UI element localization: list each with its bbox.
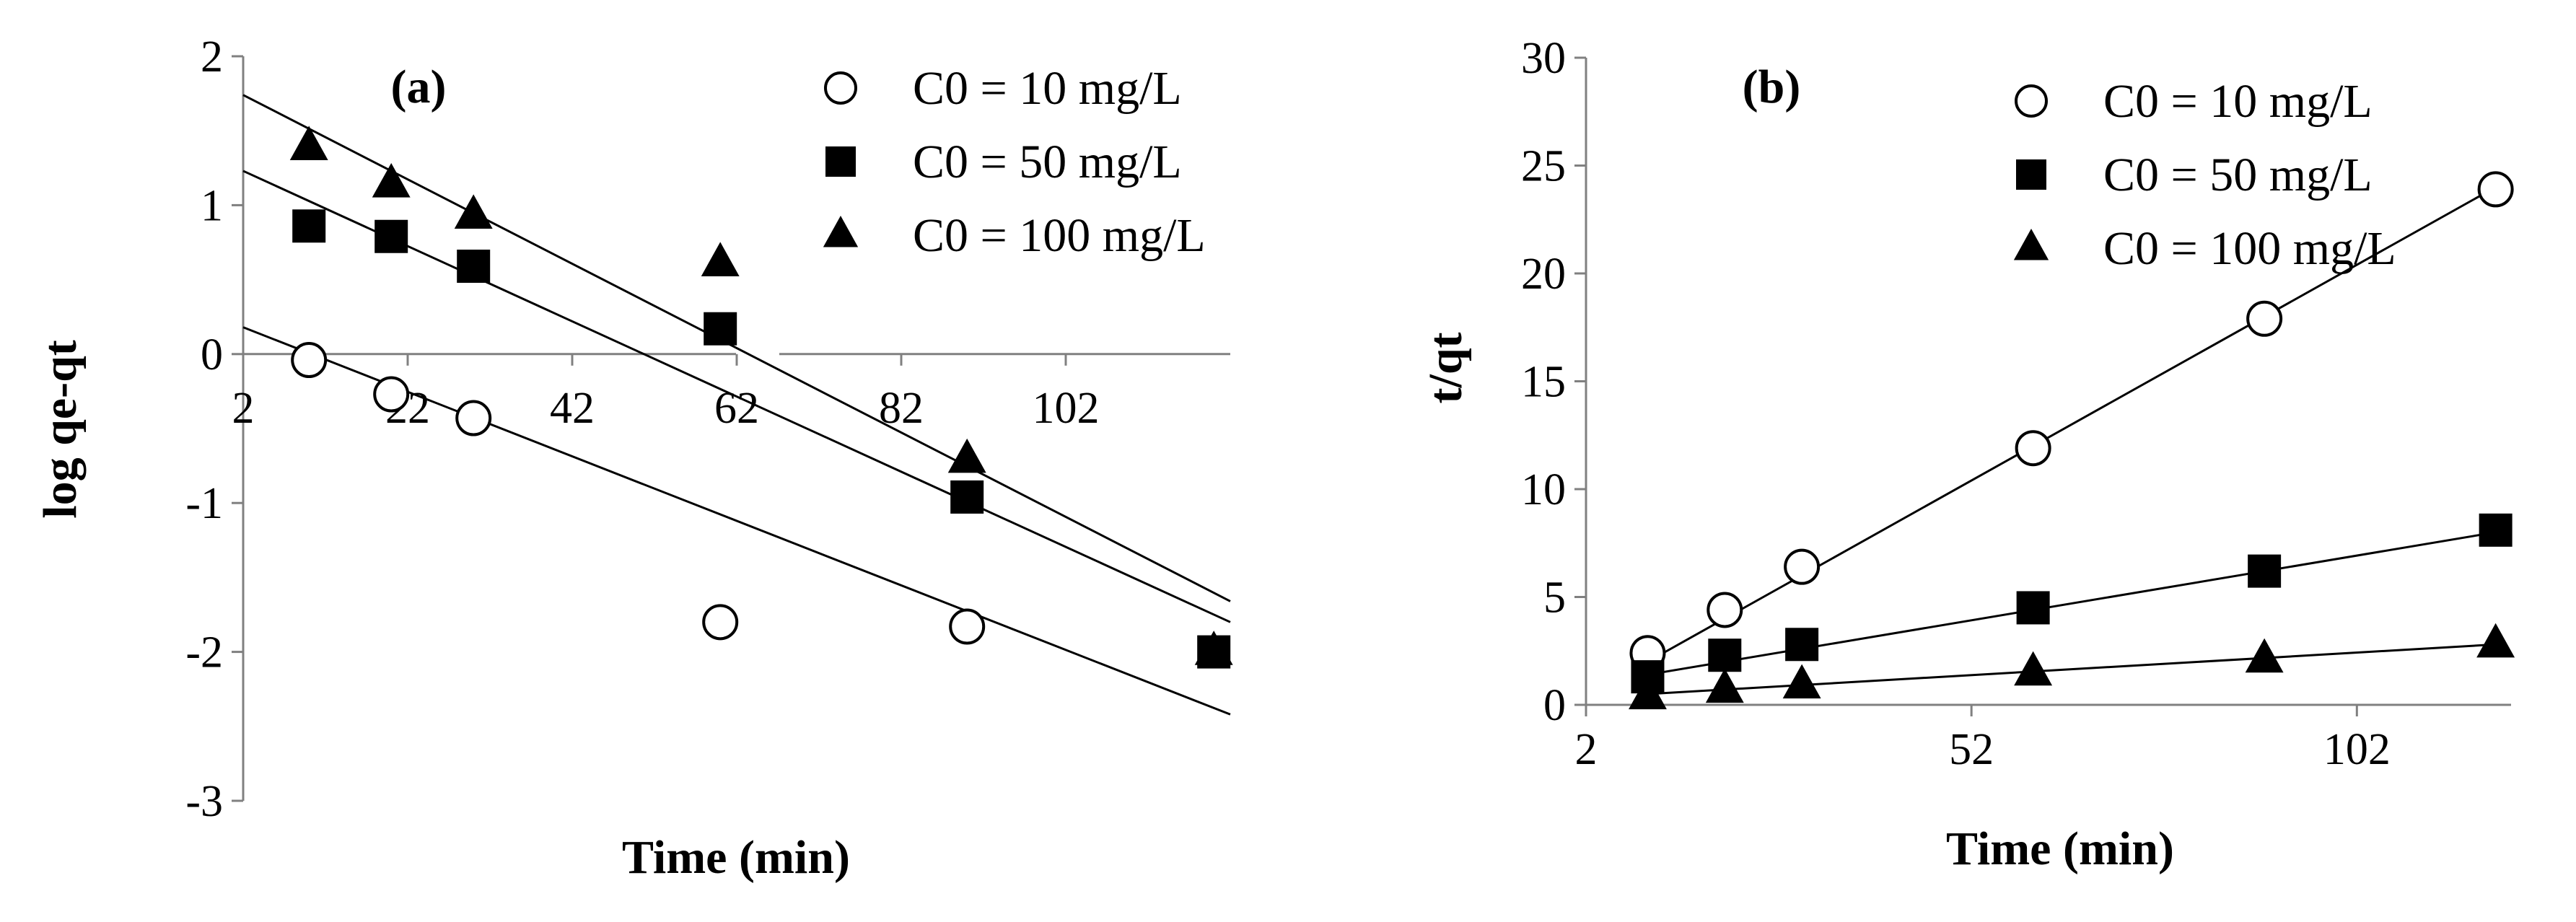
chart-a-y-tick-label: 0 xyxy=(201,330,223,379)
chart-b-x-tick-label: 102 xyxy=(2323,725,2391,774)
chart-a-xlabel: Time (min) xyxy=(622,831,850,884)
chart-a-point-s1 xyxy=(702,604,739,641)
chart-b-axes: 30 25 20 15 10 5 02 52 102 xyxy=(1521,34,2511,774)
chart-b-point-s1 xyxy=(1784,548,1821,585)
chart-b-y-tick-label: 25 xyxy=(1521,142,1566,191)
chart-b-title: (b) xyxy=(1743,61,1801,113)
chart-a-y-tick-label: -1 xyxy=(185,479,223,528)
chart-a-point-s3 xyxy=(1194,631,1233,665)
chart-b-legend-marker-3 xyxy=(2013,229,2049,260)
chart-a-x-tick-label: 2 xyxy=(232,384,255,433)
chart-a-x-tick-label: 102 xyxy=(1033,384,1100,433)
chart-b-point-s1 xyxy=(2246,300,2283,337)
chart-a-point-s1 xyxy=(949,608,986,645)
chart-b-legend-label-2: C0 = 50 mg/L xyxy=(2103,149,2373,201)
chart-a-data-points xyxy=(289,126,1233,669)
chart-a-point-s2 xyxy=(457,250,491,284)
chart-a-x-tick-label: 42 xyxy=(550,384,595,433)
chart-a-legend-marker-3 xyxy=(823,216,859,247)
chart-b-y-tick-label: 10 xyxy=(1521,465,1566,514)
chart-b-point-s1 xyxy=(1707,592,1743,628)
chart-b-fit-line-2 xyxy=(1647,531,2496,676)
chart-b-legend-marker-1 xyxy=(2015,84,2048,118)
chart-b-x-tick-label: 2 xyxy=(1575,725,1598,774)
chart-b-fit-line-3 xyxy=(1647,643,2496,695)
chart-a-point-s2 xyxy=(374,219,408,253)
chart-b-data-points xyxy=(1629,171,2515,710)
chart-b-point-s2 xyxy=(2248,554,2282,588)
chart-b-point-s3 xyxy=(1629,675,1667,710)
chart-b-point-s2 xyxy=(2016,591,2050,625)
chart-a-point-s2 xyxy=(950,480,984,514)
chart-a-y-tick-label: -3 xyxy=(185,777,223,826)
chart-panel-b: 30 25 20 15 10 5 02 52 102 C0 = 10 mg/L C0 = 50 m… xyxy=(1419,34,2515,875)
chart-a-point-s1 xyxy=(291,342,328,379)
chart-a-point-s3 xyxy=(947,438,986,473)
chart-b-y-tick-label: 30 xyxy=(1521,34,1566,83)
chart-b-point-s1 xyxy=(2015,430,2051,467)
chart-b-point-s3 xyxy=(2014,651,2053,686)
chart-b-y-tick-label: 5 xyxy=(1543,574,1566,623)
chart-b-fit-line-1 xyxy=(1647,186,2497,663)
chart-a-legend-marker-2 xyxy=(825,146,856,177)
chart-a-ylabel: log qe-qt xyxy=(34,340,87,519)
chart-a-point-s3 xyxy=(372,162,411,198)
chart-a-point-s1 xyxy=(373,376,410,413)
chart-a-legend-label-3: C0 = 100 mg/L xyxy=(913,209,1206,262)
chart-a-y-tick-label: -2 xyxy=(185,628,223,677)
chart-b-point-s3 xyxy=(1782,664,1821,699)
chart-b-x-tick-label: 52 xyxy=(1949,725,1994,774)
chart-b-y-tick-label: 20 xyxy=(1521,250,1566,299)
chart-a-x-tick-label: 62 xyxy=(714,384,759,433)
chart-a-point-s1 xyxy=(455,400,492,436)
chart-a-title: (a) xyxy=(391,61,447,113)
chart-a-point-s3 xyxy=(289,126,328,160)
chart-b-legend-marker-2 xyxy=(2016,159,2046,190)
chart-b-legend: C0 = 10 mg/L C0 = 50 mg/L C0 = 100 mg/L xyxy=(2013,75,2396,275)
chart-b-point-s3 xyxy=(2476,623,2515,658)
chart-a-legend: C0 = 10 mg/L C0 = 50 mg/L C0 = 100 mg/L xyxy=(823,62,1206,262)
chart-a-legend-marker-1 xyxy=(824,71,857,105)
chart-b-point-s2 xyxy=(1785,628,1819,662)
chart-a-fit-line-3 xyxy=(242,94,1231,602)
chart-b-ylabel: t/qt xyxy=(1419,332,1472,403)
chart-b-y-tick-label: 0 xyxy=(1543,681,1566,730)
chart-b-point-s1 xyxy=(2477,171,2514,208)
chart-b-legend-label-3: C0 = 100 mg/L xyxy=(2103,222,2396,275)
chart-b-point-s2 xyxy=(2479,513,2513,547)
chart-a-legend-label-2: C0 = 50 mg/L xyxy=(913,136,1182,188)
chart-b-point-s2 xyxy=(1708,638,1742,672)
chart-a-point-s2 xyxy=(292,209,326,243)
chart-b-point-s3 xyxy=(1705,668,1744,703)
chart-b-point-s3 xyxy=(2245,638,2284,673)
chart-a-y-tick-label: 2 xyxy=(201,32,223,82)
chart-a-legend-label-1: C0 = 10 mg/L xyxy=(913,62,1182,115)
chart-b-legend-label-1: C0 = 10 mg/L xyxy=(2103,75,2373,128)
chart-b-y-tick-label: 15 xyxy=(1521,358,1566,407)
chart-b-xlabel: Time (min) xyxy=(1946,822,2174,875)
chart-a-y-tick-label: 1 xyxy=(201,181,223,230)
chart-a-point-s2 xyxy=(704,312,737,346)
chart-a-point-s3 xyxy=(454,194,493,229)
chart-panel-a: 210-1-2-32 22 42 62 82 102 C0 = 10 mg/LC0 = 5… xyxy=(34,32,1233,884)
chart-a-point-s3 xyxy=(701,242,740,276)
